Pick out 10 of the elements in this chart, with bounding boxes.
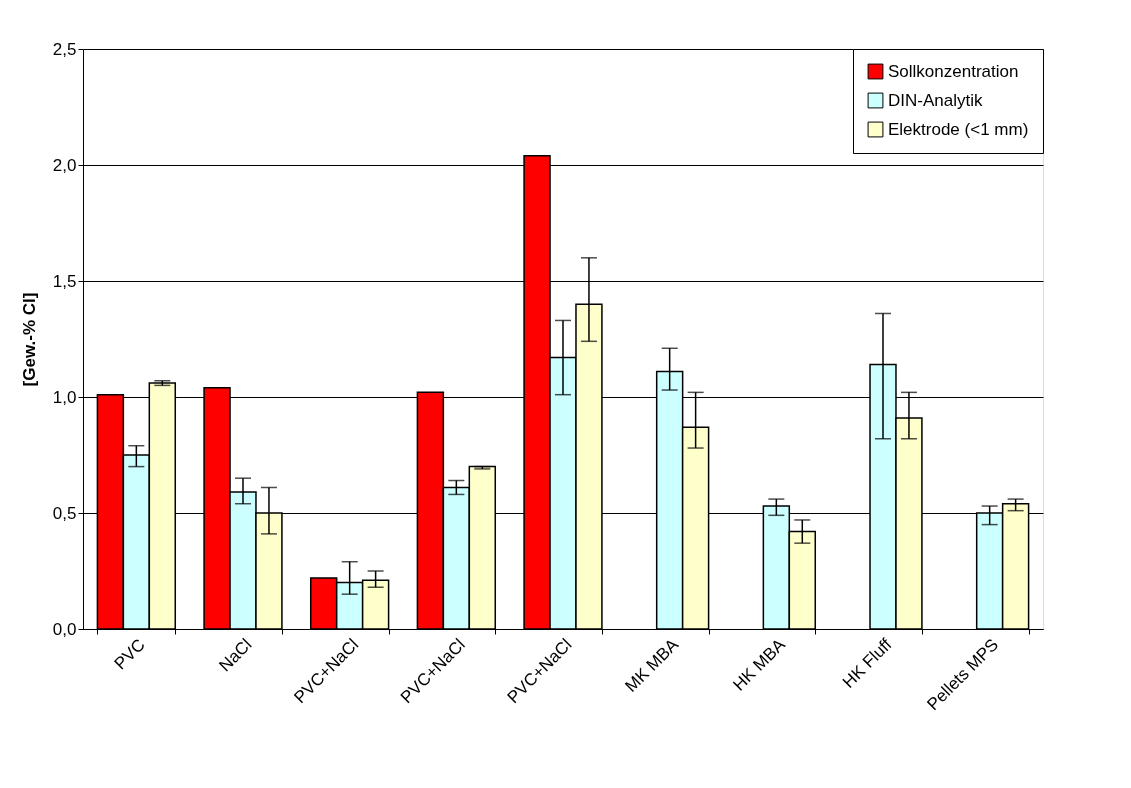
- y-tick-label: 2,0: [52, 155, 77, 175]
- y-axis-title: [Gew.-% Cl]: [19, 292, 39, 387]
- y-tick-label: 0,0: [52, 619, 77, 639]
- y-tick-label: 1,5: [52, 271, 77, 291]
- legend-label: Elektrode (<1 mm): [888, 119, 1029, 139]
- legend-label: Sollkonzentration: [888, 61, 1019, 81]
- legend-label: DIN-Analytik: [888, 90, 983, 110]
- y-tick-label: 0,5: [52, 503, 77, 523]
- y-tick-label: 1,0: [52, 387, 77, 407]
- y-tick-label: 2,5: [52, 39, 77, 59]
